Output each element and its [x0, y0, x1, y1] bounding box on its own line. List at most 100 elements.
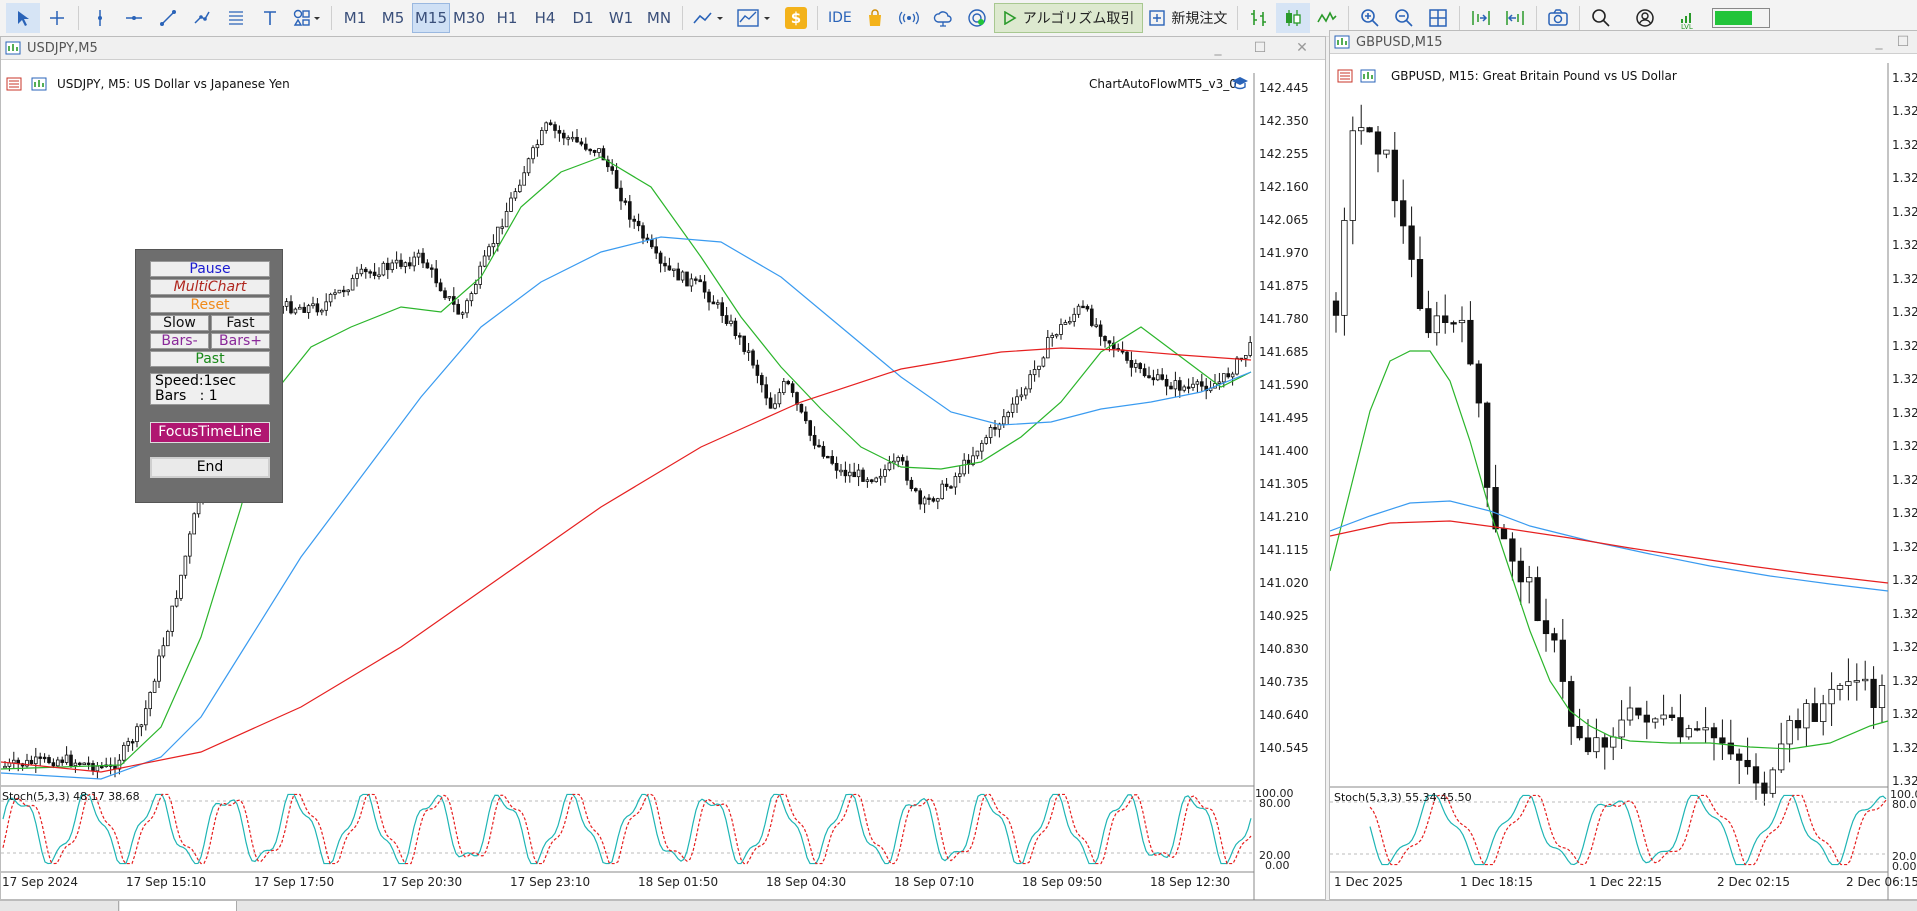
chart-tab[interactable]	[0, 901, 119, 911]
multichart-button[interactable]: MultiChart	[150, 279, 270, 295]
price-candle	[416, 249, 421, 265]
chart-type-icon[interactable]	[687, 3, 731, 33]
fibonacci-icon[interactable]	[219, 3, 253, 33]
past-button[interactable]: Past	[150, 351, 270, 367]
price-candle	[1204, 378, 1209, 400]
pause-button[interactable]: Pause	[150, 261, 270, 277]
bars-plus-button[interactable]: Bars+	[211, 333, 270, 349]
screenshot-icon[interactable]	[1541, 3, 1575, 33]
price-candle	[689, 273, 694, 292]
line-chart-icon[interactable]	[1310, 3, 1344, 33]
chart-window-gbpusd[interactable]: GBPUSD,M15 _ ☐ GBPUSD, M15: Great Britai…	[1329, 30, 1917, 901]
signal-level-icon[interactable]: LVL	[1672, 3, 1706, 33]
algo-trading-button[interactable]: アルゴリズム取引	[993, 3, 1144, 33]
timeframe-m15[interactable]: M15	[412, 3, 450, 33]
price-candle	[777, 388, 782, 408]
reset-button[interactable]: Reset	[150, 297, 270, 313]
price-candle	[1024, 386, 1028, 400]
chart-window-titlebar[interactable]: USDJPY,M5	[1, 37, 1325, 60]
end-button[interactable]: End	[150, 457, 270, 478]
chart-properties-icon[interactable]	[31, 77, 47, 91]
price-candle	[1178, 376, 1182, 398]
search-icon[interactable]	[1584, 3, 1618, 33]
dollar-icon[interactable]: $	[779, 3, 813, 33]
focus-timeline-button[interactable]: FocusTimeLine	[150, 422, 270, 443]
price-tick: 140.735	[1259, 675, 1309, 689]
zoom-out-icon[interactable]	[1387, 3, 1421, 33]
price-candle	[143, 700, 148, 731]
zoom-in-icon[interactable]	[1353, 3, 1387, 33]
trade-panel-icon[interactable]	[1337, 69, 1353, 83]
maximize-button[interactable]: ☐	[1253, 40, 1267, 56]
grid-icon[interactable]	[1421, 3, 1455, 33]
price-chart-gbpusd[interactable]	[1330, 31, 1917, 901]
timeframe-m30[interactable]: M30	[452, 9, 486, 27]
price-candle	[949, 485, 953, 489]
market-bag-icon[interactable]	[858, 3, 892, 33]
price-candle	[1366, 126, 1373, 133]
radar-icon[interactable]	[960, 3, 994, 33]
candlestick-icon[interactable]	[1276, 3, 1311, 33]
price-tick: 1.32	[1892, 238, 1917, 252]
autoscroll-icon[interactable]	[1464, 3, 1498, 33]
chart-window-usdjpy[interactable]: USDJPY,M5 _ ☐ ✕ USDJPY, M5: US Dollar vs…	[0, 36, 1326, 901]
price-candle	[187, 531, 192, 564]
channel-icon[interactable]	[185, 3, 219, 33]
maximize-button[interactable]: ☐	[1896, 34, 1910, 50]
timeframe-h4[interactable]: H4	[534, 9, 556, 27]
close-button[interactable]: ✕	[1296, 40, 1308, 56]
minimize-button[interactable]: _	[1214, 40, 1222, 56]
text-icon[interactable]	[253, 3, 287, 33]
price-candle	[482, 250, 487, 268]
fast-button[interactable]: Fast	[211, 315, 270, 331]
chart-properties-icon[interactable]	[1360, 69, 1376, 83]
bottom-tab-bar	[0, 900, 1917, 911]
shapes-icon[interactable]	[287, 3, 327, 33]
vps-cloud-icon[interactable]	[926, 3, 960, 33]
timeframe-m1[interactable]: M1	[343, 9, 367, 27]
price-candle	[399, 253, 403, 270]
price-candle	[645, 233, 650, 244]
price-candle	[1576, 708, 1583, 741]
moving-average-mid	[1330, 500, 1889, 592]
price-candle	[1054, 333, 1059, 339]
trade-panel-icon[interactable]	[6, 77, 22, 91]
slow-button[interactable]: Slow	[150, 315, 209, 331]
price-candle	[3, 760, 7, 769]
new-order-label: 新規注文	[1171, 11, 1228, 27]
vertical-line-icon[interactable]	[83, 3, 117, 33]
timeframe-w1[interactable]: W1	[608, 9, 634, 27]
bars-minus-button[interactable]: Bars-	[150, 333, 209, 349]
price-candle	[540, 127, 544, 146]
price-candle	[1006, 410, 1010, 425]
time-tick: 2 Dec 06:15	[1846, 875, 1917, 889]
ide-button[interactable]: IDE	[828, 10, 852, 26]
bar-chart-icon[interactable]	[1242, 3, 1276, 33]
chart-shift-icon[interactable]	[1498, 3, 1532, 33]
account-icon[interactable]	[1628, 3, 1662, 33]
price-candle	[429, 264, 434, 278]
price-candle	[390, 259, 394, 273]
cursor-icon[interactable]	[6, 3, 40, 33]
horizontal-line-icon[interactable]	[117, 3, 151, 33]
price-candle	[544, 121, 548, 134]
trendline-icon[interactable]	[151, 3, 185, 33]
price-candle	[152, 678, 157, 693]
crosshair-icon[interactable]	[40, 3, 74, 33]
timeframe-h1[interactable]: H1	[496, 9, 518, 27]
chart-window-titlebar[interactable]: GBPUSD,M15	[1330, 31, 1917, 54]
signals-icon[interactable]	[892, 3, 926, 33]
price-tick: 1.32	[1892, 372, 1917, 386]
minimize-button[interactable]: _	[1875, 34, 1883, 50]
toolbar-divider	[1348, 6, 1350, 30]
time-tick: 17 Sep 17:50	[254, 875, 335, 889]
timeframe-mn[interactable]: MN	[646, 9, 672, 27]
new-order-button[interactable]: 新規注文	[1143, 3, 1233, 33]
timeframe-d1[interactable]: D1	[572, 9, 594, 27]
price-candle	[126, 737, 131, 752]
chart-tab[interactable]	[120, 901, 237, 911]
indicators-icon[interactable]	[731, 3, 779, 33]
price-candle	[1028, 369, 1033, 393]
price-candle	[1391, 132, 1398, 218]
timeframe-m5[interactable]: M5	[381, 9, 405, 27]
